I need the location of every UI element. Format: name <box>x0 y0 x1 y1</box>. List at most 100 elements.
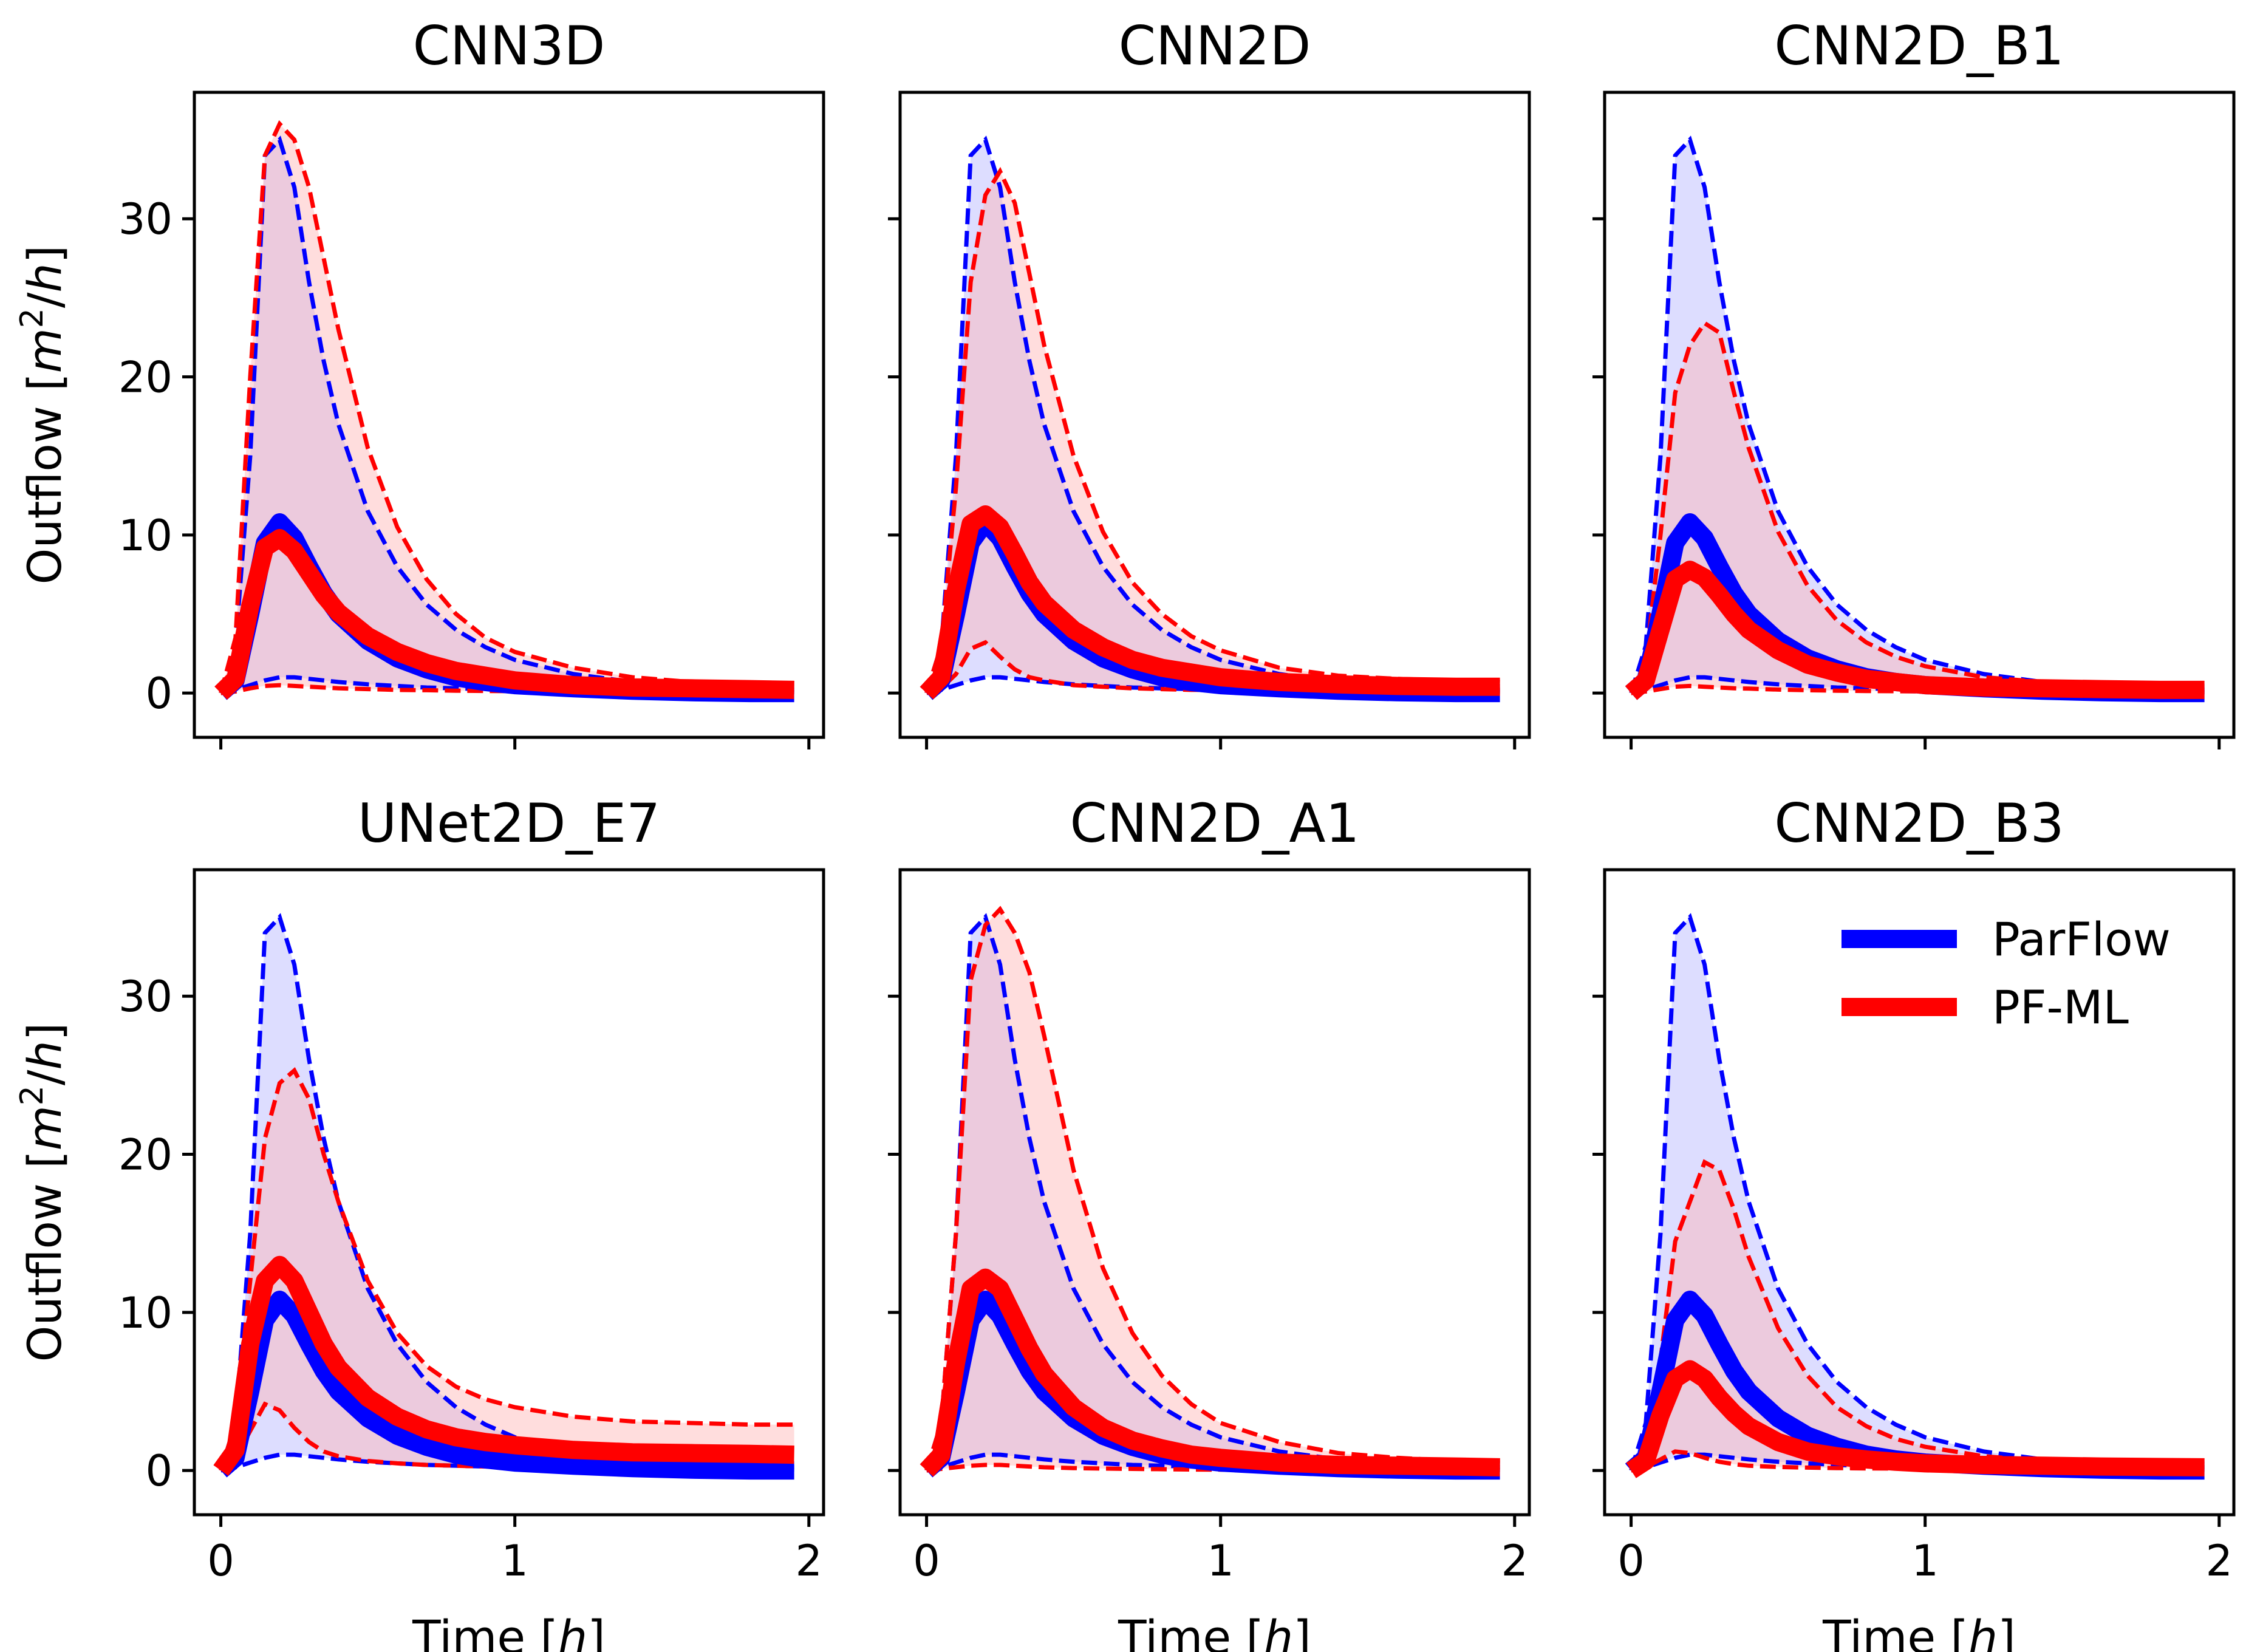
y-axis-label-mid: / <box>18 292 72 308</box>
panel-frame <box>193 90 825 739</box>
panel-title: CNN3D <box>413 15 606 77</box>
plot-area <box>1625 913 2205 1480</box>
plot-area <box>920 906 1500 1480</box>
x-axis-label-suffix: ] <box>1998 1610 2016 1652</box>
pfml-upper-line <box>219 1067 794 1472</box>
parflow-mean-line <box>214 1291 794 1480</box>
y-axis-label-var2: h <box>18 1040 72 1070</box>
panel-title: CNN2D_B1 <box>1774 15 2064 77</box>
panel-cnn2d-b3: CNN2D_B3 0 1 2 Time [h] ParFlow PF-ML <box>1592 792 2236 1652</box>
panel-cnn2d-b1: CNN2D_B1 <box>1592 15 2236 749</box>
x-tick-label: 0 <box>913 1536 940 1586</box>
y-tick-label: 10 <box>118 1288 172 1338</box>
y-axis-label-sup: 2 <box>14 1085 50 1105</box>
plot-area <box>214 120 794 703</box>
x-axis-label-var: h <box>1968 1610 1998 1652</box>
parflow-band <box>1631 140 2205 694</box>
x-tick-label: 1 <box>1207 1536 1234 1586</box>
parflow-band <box>926 917 1500 1471</box>
y-axis-label-prefix: Outflow [ <box>18 1150 72 1362</box>
y-tick-label: 0 <box>145 669 172 718</box>
legend-pfml-label: PF-ML <box>1992 980 2129 1034</box>
panel-cnn3d: CNN3D 0 10 20 30 Outflow [m2/h] <box>14 15 825 749</box>
pfml-band <box>1631 323 2205 694</box>
legend: ParFlow PF-ML <box>1842 912 2171 1034</box>
pfml-mean-line <box>1626 1360 2205 1478</box>
pfml-upper-line <box>219 120 794 694</box>
y-tick-label: 20 <box>118 353 172 403</box>
x-tick-label: 2 <box>2206 1536 2233 1586</box>
pfml-mean-line <box>920 505 1500 700</box>
pfml-mean-line <box>214 529 794 700</box>
x-axis-label-var: h <box>558 1610 587 1652</box>
panel-frame <box>898 90 1531 739</box>
panel-frame <box>193 868 825 1517</box>
y-axis-label-suffix: ] <box>18 1023 72 1041</box>
x-axis-label: Time [h] <box>412 1610 606 1652</box>
y-axis-label-prefix: Outflow [ <box>18 373 72 584</box>
panel-frame <box>1603 868 2236 1517</box>
y-axis-label: Outflow [m2/h] <box>14 245 72 585</box>
y-axis-label-var: m <box>18 328 72 373</box>
y-axis-label-sup: 2 <box>14 308 50 328</box>
x-axis-label-var: h <box>1264 1610 1293 1652</box>
parflow-lower-line <box>1630 675 2205 695</box>
x-axis-label-prefix: Time [ <box>1118 1610 1264 1652</box>
pfml-mean-line <box>213 1255 794 1476</box>
parflow-band <box>220 140 794 694</box>
parflow-lower-line <box>926 1452 1500 1473</box>
pfml-band <box>926 171 1500 694</box>
panel-title: UNet2D_E7 <box>358 792 660 855</box>
pfml-upper-line <box>924 906 1500 1472</box>
y-tick-label: 20 <box>118 1130 172 1180</box>
y-axis-label-var: m <box>18 1105 72 1150</box>
pfml-upper-line <box>924 166 1500 694</box>
panel-title: CNN2D <box>1119 15 1311 77</box>
x-axis-label-prefix: Time [ <box>412 1610 558 1652</box>
x-axis-label: Time [h] <box>1822 1610 2016 1652</box>
x-tick-label: 0 <box>207 1536 234 1586</box>
pfml-band <box>220 1070 794 1471</box>
panel-frame <box>898 868 1531 1517</box>
y-axis-label-var2: h <box>18 263 72 292</box>
y-tick-label: 0 <box>145 1446 172 1496</box>
pfml-lower-line <box>1631 683 2205 695</box>
x-tick-label: 2 <box>1501 1536 1529 1586</box>
x-axis-label: Time [h] <box>1118 1610 1311 1652</box>
pfml-band <box>1631 1162 2205 1471</box>
y-axis-label-suffix: ] <box>18 245 72 264</box>
parflow-band <box>926 140 1500 694</box>
x-tick-label: 1 <box>501 1536 528 1586</box>
x-tick-label: 0 <box>1617 1536 1645 1586</box>
plot-area <box>920 135 1500 703</box>
y-axis-label-mid: / <box>18 1070 72 1085</box>
y-tick-label: 10 <box>118 511 172 561</box>
panel-title: CNN2D_B3 <box>1774 792 2064 855</box>
panel-title: CNN2D_A1 <box>1070 792 1359 855</box>
parflow-lower-line <box>926 675 1500 695</box>
pfml-lower-line <box>220 683 794 695</box>
pfml-band <box>926 909 1500 1471</box>
pfml-mean-line <box>920 1268 1500 1477</box>
parflow-band <box>220 917 794 1471</box>
plot-area <box>213 913 794 1480</box>
panel-cnn2d-a1: CNN2D_A1 0 1 2 Time [h] <box>888 792 1531 1652</box>
panel-cnn2d: CNN2D <box>888 15 1531 749</box>
parflow-band <box>1631 917 2205 1471</box>
x-axis-label-suffix: ] <box>587 1610 606 1652</box>
pfml-mean-line <box>1625 561 2205 700</box>
pfml-band <box>220 124 794 694</box>
legend-parflow-label: ParFlow <box>1992 912 2171 966</box>
x-axis-label-suffix: ] <box>1293 1610 1311 1652</box>
x-tick-label: 2 <box>796 1536 823 1586</box>
y-tick-label: 30 <box>118 972 172 1022</box>
y-tick-label: 30 <box>118 194 172 244</box>
panel-frame <box>1603 90 2236 739</box>
x-tick-label: 1 <box>1911 1536 1939 1586</box>
x-axis-label-prefix: Time [ <box>1822 1610 1968 1652</box>
pfml-lower-line <box>926 1463 1500 1473</box>
plot-area <box>1625 135 2205 703</box>
parflow-lower-line <box>1630 1452 2205 1473</box>
